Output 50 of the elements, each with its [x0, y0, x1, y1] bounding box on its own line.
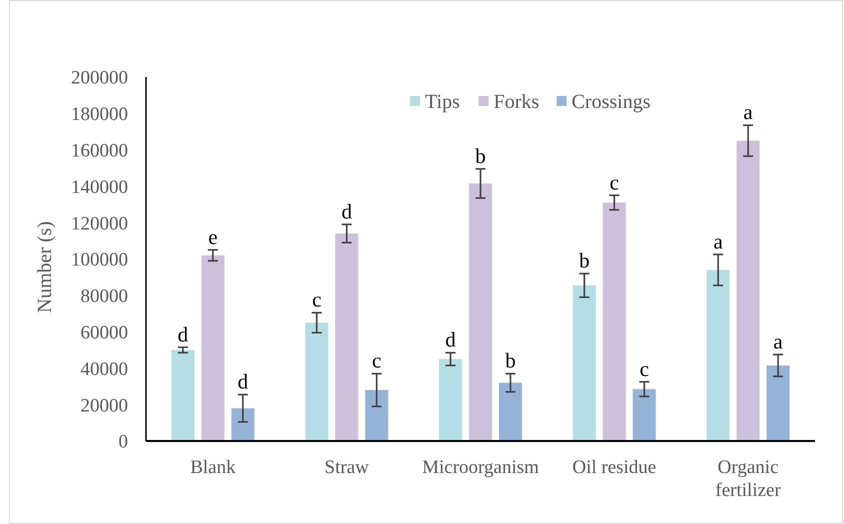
- bar: [305, 322, 328, 441]
- bar: [231, 408, 254, 441]
- bar: [706, 270, 730, 441]
- data-label: b: [505, 348, 516, 373]
- bar: [736, 140, 760, 441]
- data-label: d: [178, 322, 189, 346]
- data-label: e: [208, 224, 218, 249]
- y-tick-label: 100000: [71, 250, 128, 271]
- legend-label: Tips: [425, 91, 460, 113]
- data-label: d: [445, 328, 456, 352]
- y-tick-label: 200000: [71, 68, 128, 89]
- bar: [766, 365, 790, 441]
- data-label: d: [341, 199, 352, 224]
- x-tick-label: Microorganism: [422, 457, 540, 478]
- bar: [468, 183, 492, 441]
- bar: [335, 234, 358, 441]
- y-axis-title: Number (s): [34, 221, 56, 313]
- data-label: c: [640, 356, 649, 381]
- bar: [171, 350, 194, 441]
- y-tick-label: 80000: [80, 286, 128, 308]
- y-tick-label: 40000: [80, 358, 128, 380]
- y-tick-label: 0: [118, 432, 128, 453]
- data-label: b: [475, 144, 486, 168]
- x-tick-label: Blank: [190, 457, 236, 478]
- data-label: c: [312, 288, 322, 312]
- data-label: c: [610, 170, 619, 194]
- data-label: a: [713, 229, 724, 254]
- x-tick-label: Oil residue: [572, 457, 656, 478]
- x-tick-label: Organic fertilizer: [715, 457, 782, 501]
- y-tick-label: 140000: [71, 176, 128, 198]
- y-tick-label: 60000: [80, 322, 128, 344]
- x-tick-label: Straw: [324, 457, 370, 478]
- data-label: d: [238, 370, 249, 394]
- data-label: b: [579, 248, 590, 273]
- bar: [201, 255, 224, 441]
- y-tick-label: 160000: [71, 140, 128, 162]
- legend-label: Crossings: [572, 91, 651, 113]
- bar: [365, 390, 388, 441]
- data-label: a: [743, 100, 754, 124]
- data-label: c: [372, 348, 382, 373]
- bar: [632, 389, 656, 441]
- data-label: a: [773, 330, 784, 354]
- bar: [602, 202, 626, 441]
- y-tick-label: 120000: [71, 213, 128, 234]
- y-tick-label: 20000: [80, 395, 128, 416]
- bar: [498, 382, 522, 441]
- legend-label: Forks: [494, 91, 540, 113]
- y-tick-label: 180000: [71, 104, 128, 126]
- bar: [439, 359, 462, 441]
- bar: [572, 285, 596, 441]
